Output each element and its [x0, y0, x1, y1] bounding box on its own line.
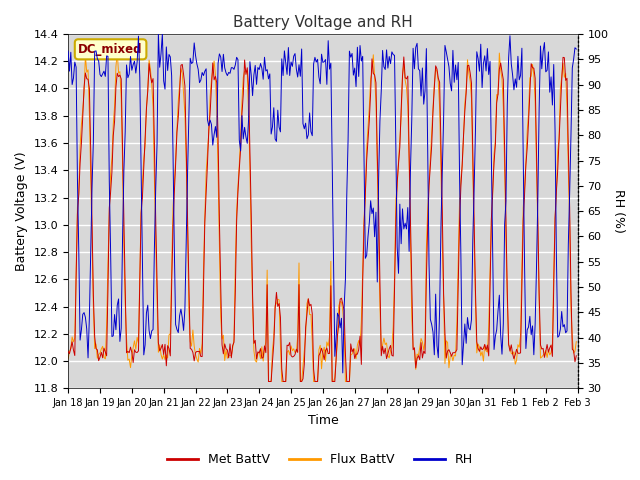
Title: Battery Voltage and RH: Battery Voltage and RH [233, 15, 413, 30]
Y-axis label: RH (%): RH (%) [612, 189, 625, 233]
Text: DC_mixed: DC_mixed [78, 43, 143, 56]
Y-axis label: Battery Voltage (V): Battery Voltage (V) [15, 151, 28, 271]
X-axis label: Time: Time [307, 414, 339, 427]
Legend: Met BattV, Flux BattV, RH: Met BattV, Flux BattV, RH [162, 448, 478, 471]
